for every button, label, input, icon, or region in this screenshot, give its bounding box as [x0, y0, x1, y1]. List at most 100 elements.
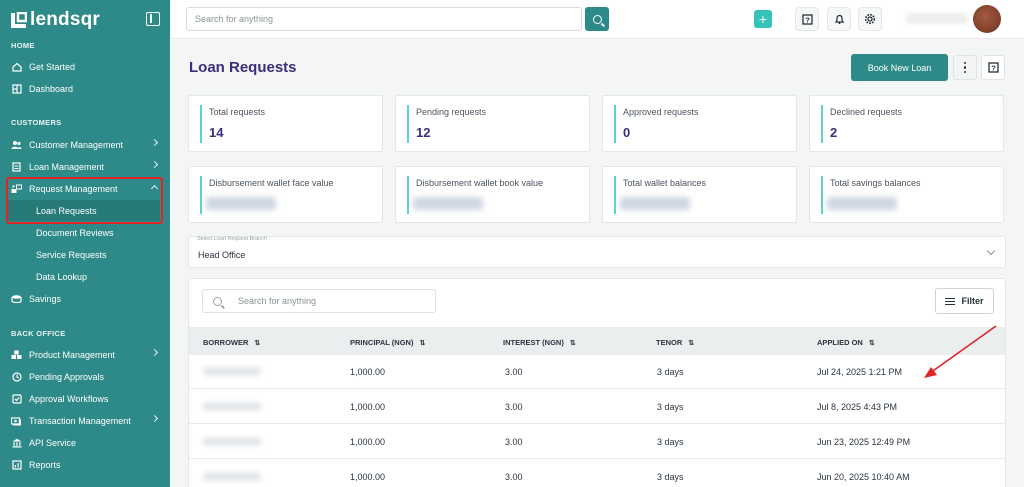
sort-icon: ⇅ — [868, 340, 875, 347]
sidebar-item-transaction-management[interactable]: Transaction Management — [0, 410, 170, 431]
sidebar-item-data-lookup[interactable]: Data Lookup — [0, 266, 170, 287]
filter-button[interactable]: Filter — [935, 288, 994, 314]
svg-text:?: ? — [805, 15, 810, 24]
stat-card-total: Total requests 14 — [188, 95, 383, 152]
stat-accent-bar — [407, 176, 409, 214]
cell-tenor: 3 days — [657, 472, 684, 482]
sidebar-item-api-service[interactable]: API Service — [0, 432, 170, 453]
kebab-dot — [963, 66, 967, 69]
balance-card-savings-balances: Total savings balances — [809, 166, 1004, 223]
sidebar-item-request-management[interactable]: Request Management — [0, 178, 170, 199]
column-header-tenor[interactable]: TENOR ⇅ — [656, 338, 694, 347]
table-row[interactable]: 1,000.00 3.00 3 days Jul 8, 2025 4:43 PM — [189, 390, 1005, 424]
stat-label: Approved requests — [623, 107, 699, 117]
sidebar-item-label: Get Started — [29, 61, 76, 72]
sidebar-item-loan-requests[interactable]: Loan Requests — [8, 200, 160, 221]
chevron-right-icon — [150, 160, 159, 169]
column-header-principal[interactable]: PRINCIPAL (NGN) ⇅ — [350, 338, 425, 347]
home-icon — [11, 61, 22, 72]
chevron-right-icon — [150, 138, 159, 147]
sidebar-item-service-requests[interactable]: Service Requests — [0, 244, 170, 265]
borrower-name-redacted — [203, 402, 261, 411]
cell-applied-on: Jun 23, 2025 12:49 PM — [817, 437, 911, 447]
chevron-up-icon — [150, 184, 159, 193]
balance-label: Total savings balances — [830, 178, 921, 188]
svg-text:?: ? — [991, 64, 996, 73]
sidebar-item-product-management[interactable]: Product Management — [0, 344, 170, 365]
stat-value: 2 — [830, 125, 838, 140]
hidden-balance-value — [827, 197, 897, 210]
search-button[interactable] — [585, 7, 609, 31]
dashboard-icon — [11, 83, 22, 94]
sidebar-item-reports[interactable]: Reports — [0, 454, 170, 475]
column-label: INTEREST (NGN) — [503, 338, 564, 347]
table-row[interactable]: 1,000.00 3.00 3 days Jun 20, 2025 10:40 … — [189, 460, 1005, 487]
chevron-right-icon — [150, 414, 159, 423]
section-home: HOME — [11, 41, 35, 50]
help-book-icon: ? — [987, 62, 999, 73]
table-row[interactable]: 1,000.00 3.00 3 days Jul 24, 2025 1:21 P… — [189, 355, 1005, 389]
chevron-right-icon — [150, 348, 159, 357]
collapse-sidebar-icon[interactable] — [146, 12, 160, 26]
column-header-borrower[interactable]: BORROWER ⇅ — [203, 338, 260, 347]
stat-card-declined: Declined requests 2 — [809, 95, 1004, 152]
sidebar-item-pending-approvals[interactable]: Pending Approvals — [0, 366, 170, 387]
balance-card-book-value: Disbursement wallet book value — [395, 166, 590, 223]
chevron-down-icon — [986, 246, 996, 256]
column-label: PRINCIPAL (NGN) — [350, 338, 414, 347]
request-icon — [11, 183, 22, 194]
avatar[interactable] — [973, 5, 1001, 33]
book-new-loan-button[interactable]: Book New Loan — [851, 54, 948, 81]
column-header-interest[interactable]: INTEREST (NGN) ⇅ — [503, 338, 576, 347]
loan-requests-table-panel: Search for anything Filter BORROWER ⇅ PRI… — [188, 278, 1006, 487]
brand-logo[interactable]: lendsqr — [10, 9, 100, 31]
kebab-dot — [963, 70, 967, 74]
section-back-office: BACK OFFICE — [11, 329, 66, 338]
bell-icon — [834, 14, 844, 24]
loan-icon — [11, 161, 22, 172]
settings-button[interactable] — [858, 7, 882, 31]
global-search-input[interactable]: Search for anything — [186, 7, 582, 31]
cell-applied-on: Jul 24, 2025 1:21 PM — [817, 367, 903, 377]
savings-icon — [11, 293, 22, 304]
notifications-button[interactable] — [827, 7, 851, 31]
table-search-input[interactable]: Search for anything — [202, 289, 436, 313]
cell-applied-on: Jul 8, 2025 4:43 PM — [817, 402, 898, 412]
sidebar-item-label: Dashboard — [29, 83, 74, 94]
column-header-applied-on[interactable]: APPLIED ON ⇅ — [817, 338, 875, 347]
page-title: Loan Requests — [189, 59, 297, 76]
sidebar-item-loan-management[interactable]: Loan Management — [0, 156, 170, 177]
help-button[interactable]: ? — [795, 7, 819, 31]
user-name[interactable] — [906, 13, 968, 24]
lendsqr-logo-icon — [10, 11, 28, 29]
column-label: APPLIED ON — [817, 338, 863, 347]
table-row[interactable]: 1,000.00 3.00 3 days Jun 23, 2025 12:49 … — [189, 425, 1005, 459]
borrower-name-redacted — [203, 437, 261, 446]
stat-value: 0 — [623, 125, 631, 140]
balance-card-face-value: Disbursement wallet face value — [188, 166, 383, 223]
cell-principal: 1,000.00 — [350, 367, 386, 377]
sidebar-item-customer-management[interactable]: Customer Management — [0, 134, 170, 155]
branch-select[interactable]: Select Loan Request Branch Head Office — [188, 236, 1006, 268]
cell-tenor: 3 days — [657, 402, 684, 412]
borrower-name-redacted — [203, 367, 261, 376]
sidebar-item-document-reviews[interactable]: Document Reviews — [0, 222, 170, 243]
sidebar-item-label: Reports — [29, 459, 61, 470]
more-options-button[interactable] — [953, 55, 977, 80]
page-help-button[interactable]: ? — [981, 55, 1005, 80]
balance-card-wallet-balances: Total wallet balances — [602, 166, 797, 223]
cell-interest: 3.00 — [505, 437, 523, 447]
stat-card-pending: Pending requests 12 — [395, 95, 590, 152]
branch-select-value: Head Office — [198, 250, 246, 260]
sidebar-item-savings[interactable]: Savings — [0, 288, 170, 309]
sidebar-item-label: Approval Workflows — [29, 393, 109, 404]
cell-interest: 3.00 — [505, 472, 523, 482]
sidebar-item-dashboard[interactable]: Dashboard — [0, 78, 170, 99]
sidebar-item-get-started[interactable]: Get Started — [0, 56, 170, 77]
sort-icon: ⇅ — [419, 340, 426, 347]
sidebar-item-approval-workflows[interactable]: Approval Workflows — [0, 388, 170, 409]
borrower-name-redacted — [203, 472, 261, 481]
transaction-icon — [11, 415, 22, 426]
add-button[interactable]: + — [754, 10, 772, 28]
cell-principal: 1,000.00 — [350, 472, 386, 482]
